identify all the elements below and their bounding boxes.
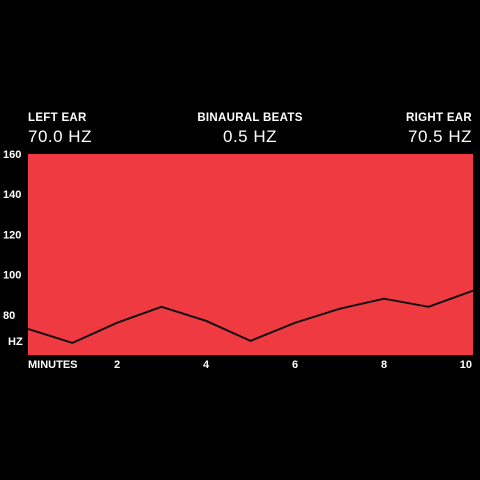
data-point [205,320,207,322]
y-tick-label: 80 [3,310,15,322]
data-point [472,290,474,292]
data-point [250,340,251,342]
y-tick-label: 120 [3,229,21,241]
y-axis-label: HZ [8,336,23,348]
data-point [294,322,296,324]
data-point [428,306,429,308]
binaural-beats-label: BINAURAL BEATS [197,112,303,124]
binaural-beats-value: 0.5 HZ [222,127,278,146]
x-axis-label: MINUTES [28,359,78,371]
data-point [116,322,118,324]
data-point [27,328,29,330]
x-tick-label: 8 [381,359,387,371]
plot-area [28,154,473,355]
y-tick-label: 140 [3,189,21,201]
x-axis-ticks: 2 4 6 8 10 [114,359,472,371]
data-point [339,308,340,310]
series-layer [27,289,474,344]
left-ear-label: LEFT EAR [28,112,87,124]
data-point [72,342,73,344]
right-ear-value: 70.5 HZ [408,127,472,146]
x-tick-label: 4 [203,359,210,371]
right-ear-label: RIGHT EAR [406,112,472,124]
y-tick-label: 160 [3,149,21,161]
x-tick-label: 2 [114,359,120,371]
left-ear-value: 70.0 HZ [28,127,92,146]
x-tick-label: 10 [460,359,472,371]
x-tick-label: 6 [292,359,298,371]
y-tick-label: 100 [3,270,21,282]
data-point [161,306,162,308]
y-axis-ticks: 80 100 120 140 160 [3,149,21,322]
data-point [383,298,385,300]
